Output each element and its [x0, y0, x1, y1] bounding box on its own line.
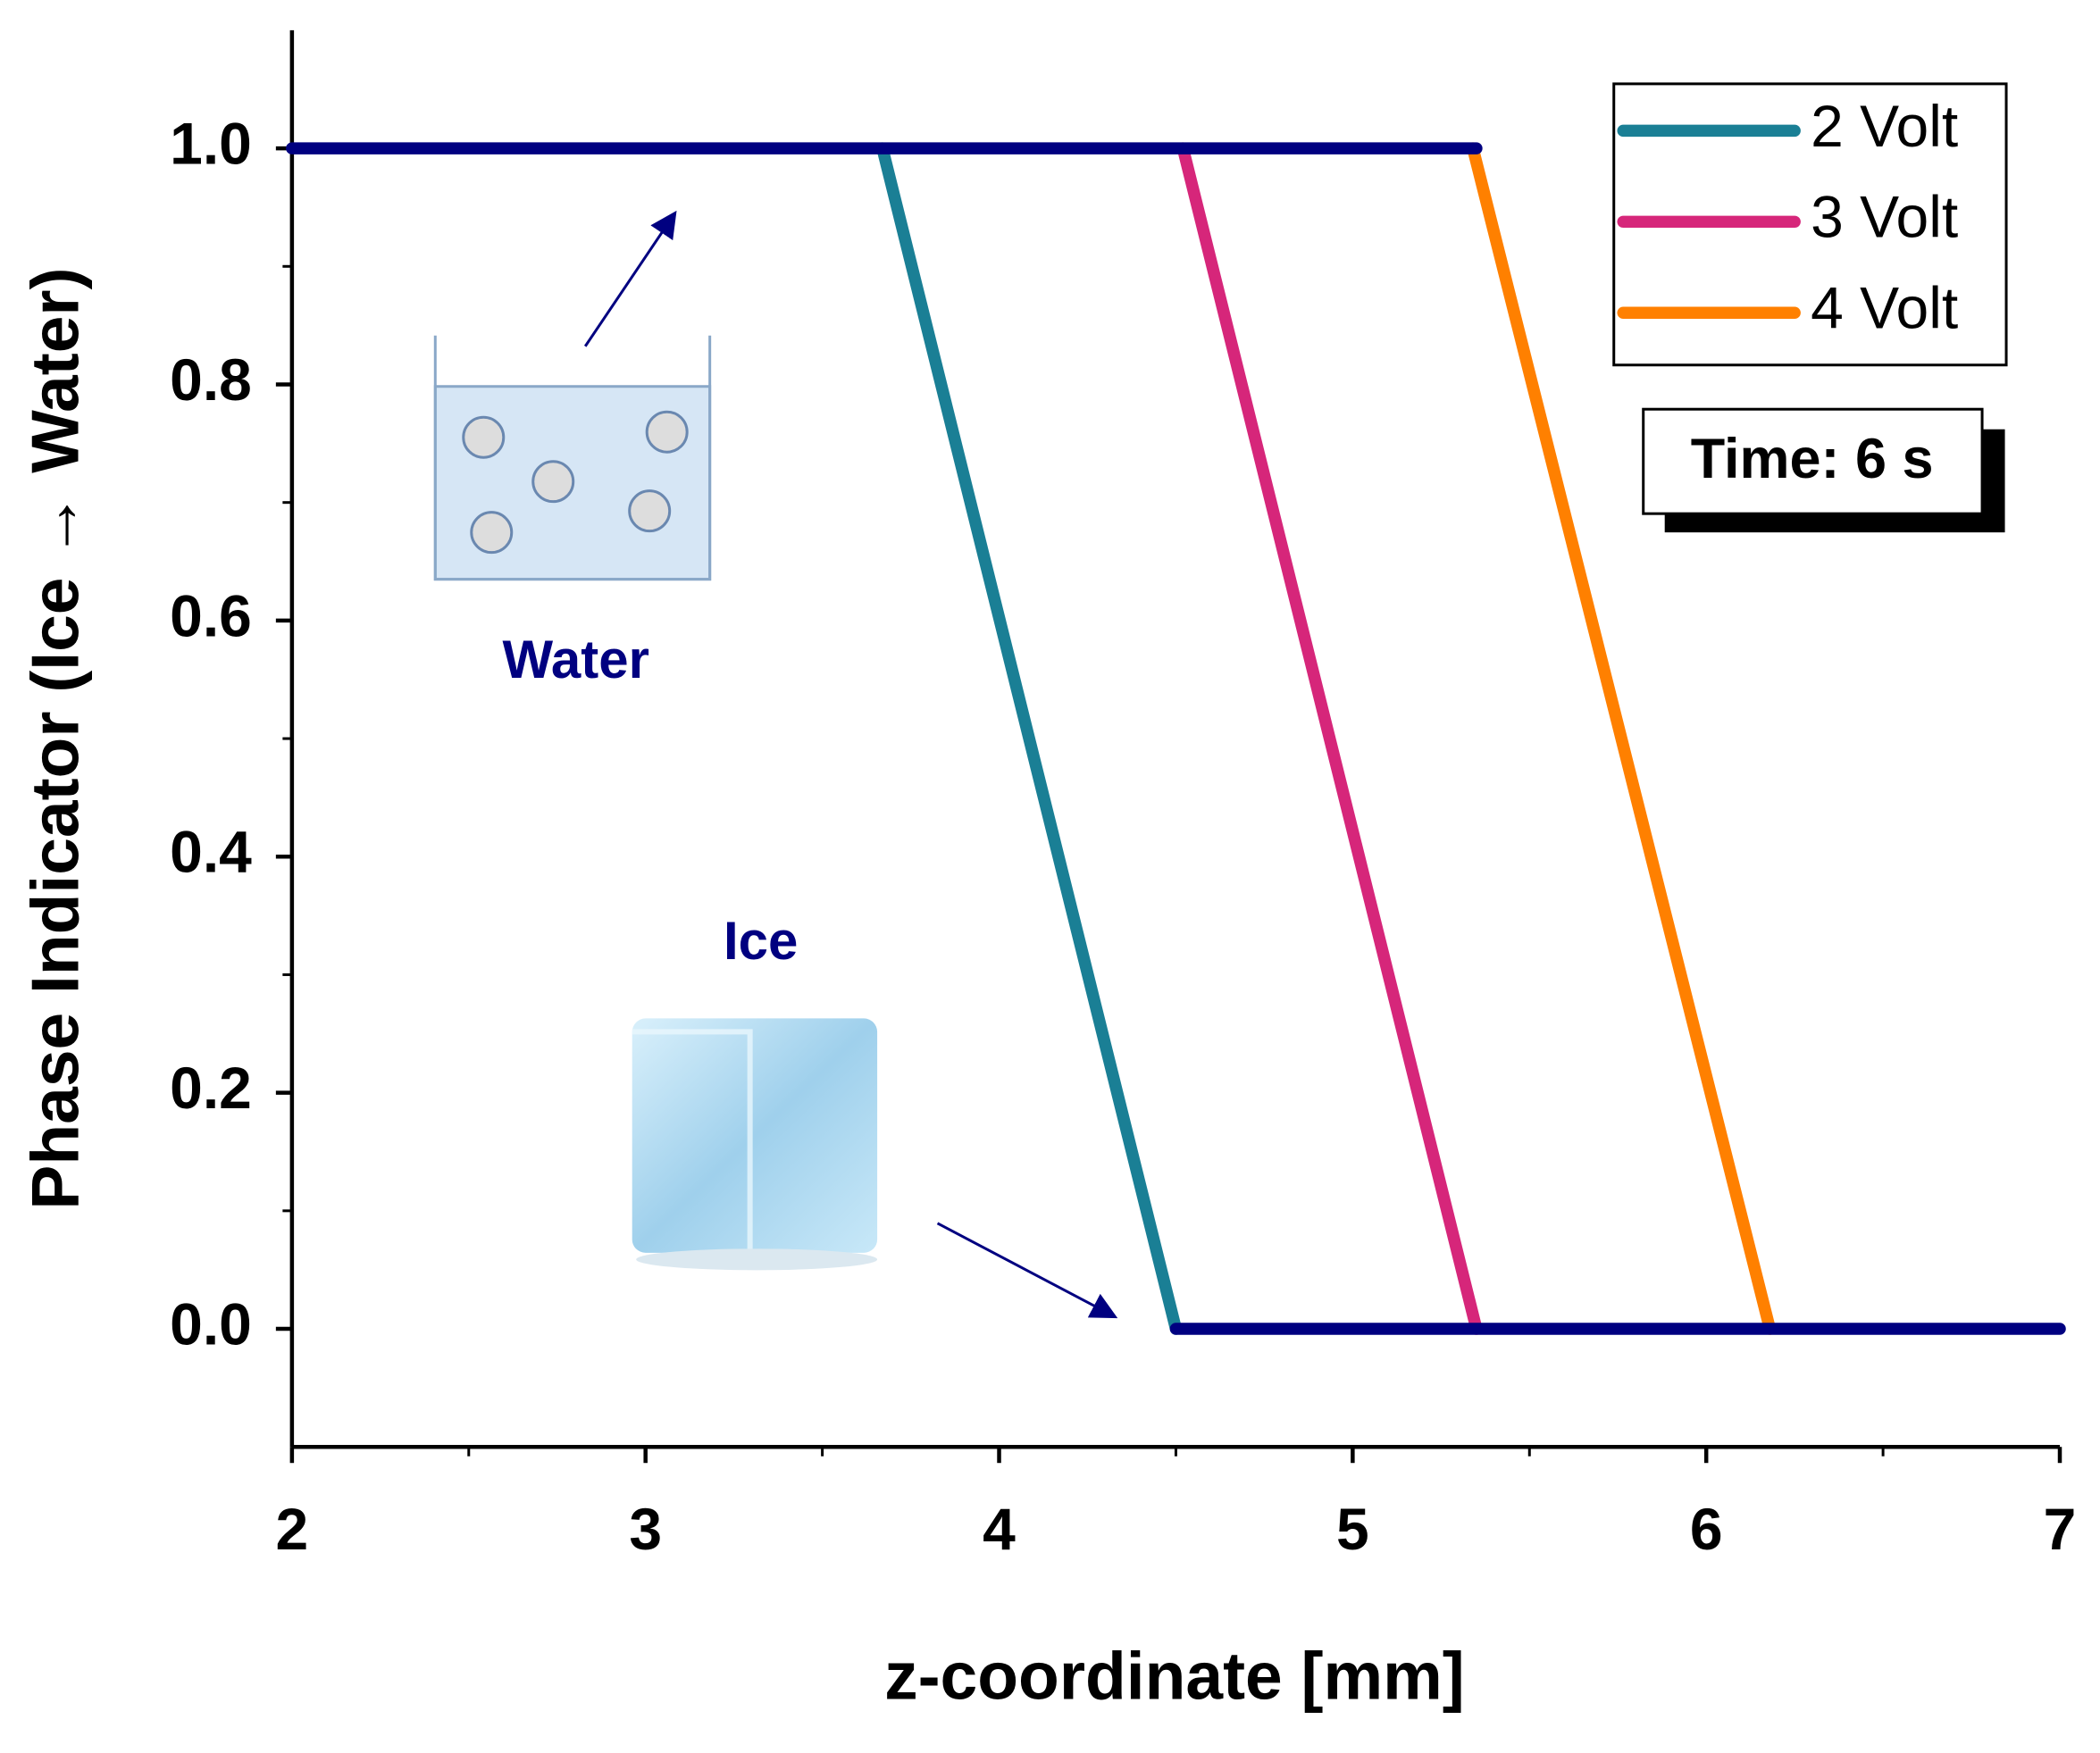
legend-label: 4 Volt	[1811, 275, 1958, 341]
data-line	[1467, 142, 1777, 1335]
x-tick-label: 3	[629, 1496, 662, 1562]
x-tick-label: 4	[983, 1496, 1016, 1562]
x-axis-label: z-coordinate [mm]	[884, 1638, 1465, 1713]
y-tick-label: 0.2	[170, 1055, 252, 1121]
data-line	[1176, 142, 1483, 1335]
y-tick-label: 1.0	[170, 111, 252, 177]
y-axis-label: Phase Indicator (Ice → Water)	[17, 267, 92, 1209]
ice-cube-illustration	[632, 1018, 878, 1271]
annotation: Time: 6 s	[1691, 428, 1934, 490]
y-tick-label: 0.6	[170, 582, 252, 648]
data-line	[876, 142, 1183, 1335]
legend-label: 3 Volt	[1811, 184, 1958, 250]
annotation: Ice	[724, 911, 798, 971]
beaker-illustration	[433, 335, 712, 581]
annotation: Water	[503, 630, 649, 689]
legend-label: 2 Volt	[1811, 93, 1958, 159]
x-tick-label: 2	[276, 1496, 309, 1562]
legend: 2 Volt 3 Volt 4 Volt	[1612, 82, 2008, 367]
x-tick-label: 6	[1690, 1496, 1723, 1562]
arrow	[583, 210, 677, 347]
y-tick-label: 0.8	[170, 346, 252, 413]
y-tick-label: 0.0	[170, 1290, 252, 1356]
x-tick-label: 5	[1336, 1496, 1369, 1562]
x-tick-label: 7	[2044, 1496, 2077, 1562]
arrow	[936, 1222, 1118, 1319]
annotation-box	[1642, 407, 1984, 515]
y-tick-label: 0.4	[170, 819, 252, 885]
